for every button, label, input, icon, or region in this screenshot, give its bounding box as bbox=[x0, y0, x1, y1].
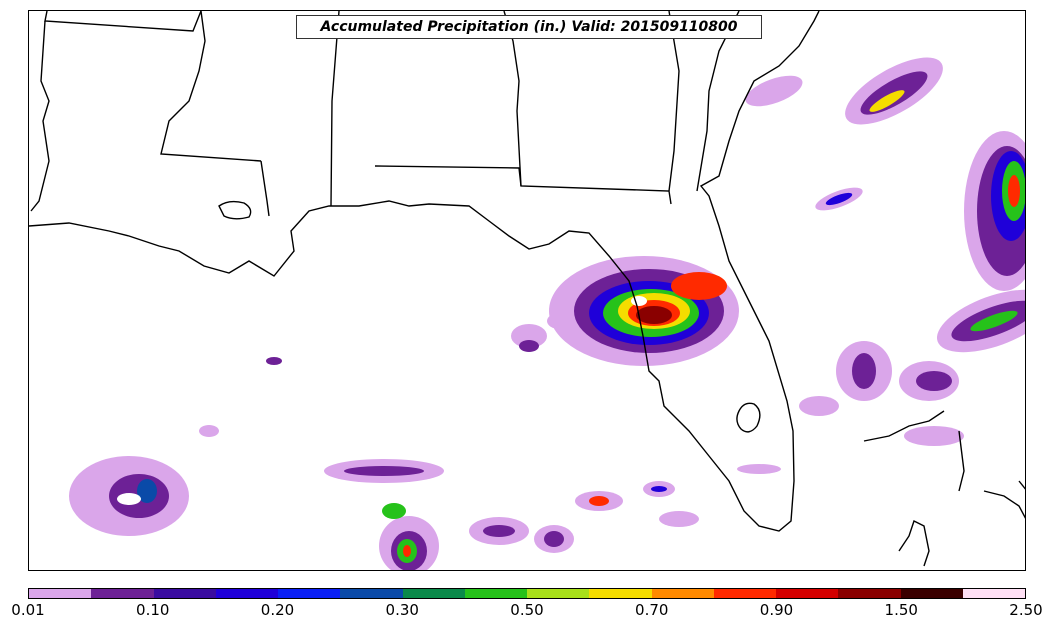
precip-blob bbox=[631, 296, 647, 306]
colorbar-tick-label: 0.30 bbox=[385, 601, 419, 619]
precip-blob bbox=[137, 479, 157, 503]
coastline bbox=[958, 430, 965, 492]
colorbar-segment bbox=[340, 589, 403, 598]
precip-blob bbox=[916, 371, 952, 391]
precip-blob bbox=[869, 90, 905, 112]
precip-blob bbox=[651, 486, 667, 492]
colorbar-tick-label: 0.10 bbox=[136, 601, 170, 619]
colorbar-segment bbox=[402, 589, 465, 598]
coastline bbox=[1018, 480, 1025, 490]
colorbar-segment bbox=[962, 589, 1025, 598]
colorbar-tick-label: 1.50 bbox=[884, 601, 918, 619]
state-border bbox=[374, 165, 672, 205]
precip-blob bbox=[589, 496, 609, 506]
precip-blob bbox=[344, 466, 424, 476]
precip-blob bbox=[483, 525, 515, 537]
colorbar-segment bbox=[838, 589, 901, 598]
colorbar-segment bbox=[464, 589, 527, 598]
precip-blob bbox=[659, 511, 699, 527]
precip-blob bbox=[799, 396, 839, 416]
colorbar bbox=[28, 588, 1026, 599]
state-border bbox=[260, 160, 270, 217]
precip-blob bbox=[266, 357, 282, 365]
state-border bbox=[44, 11, 202, 32]
colorbar-segment bbox=[153, 589, 216, 598]
colorbar-segment bbox=[651, 589, 714, 598]
colorbar-tick-label: 2.50 bbox=[1009, 601, 1043, 619]
precip-blob bbox=[547, 313, 571, 329]
colorbar-tick-label: 0.01 bbox=[11, 601, 45, 619]
precip-blob bbox=[199, 425, 219, 437]
map-frame bbox=[28, 10, 1026, 571]
precip-blob bbox=[852, 353, 876, 389]
state-border bbox=[160, 11, 262, 162]
precip-blob bbox=[544, 531, 564, 547]
precip-blob bbox=[671, 272, 727, 300]
coastline bbox=[863, 410, 945, 442]
lake bbox=[736, 402, 761, 433]
precip-blob bbox=[737, 464, 781, 474]
colorbar-segment bbox=[29, 589, 92, 598]
precip-blob bbox=[970, 310, 1018, 332]
precip-blob bbox=[904, 426, 964, 446]
precip-blob bbox=[636, 306, 672, 324]
colorbar-segment bbox=[713, 589, 776, 598]
colorbar-segment bbox=[589, 589, 652, 598]
colorbar-segment bbox=[527, 589, 590, 598]
colorbar-segment bbox=[91, 589, 154, 598]
colorbar-tick-label: 0.70 bbox=[635, 601, 669, 619]
colorbar-tick-label: 0.50 bbox=[510, 601, 544, 619]
colorbar-segment bbox=[278, 589, 341, 598]
precip-blob bbox=[825, 192, 853, 206]
map-title: Accumulated Precipitation (in.) Valid: 2… bbox=[296, 15, 762, 39]
precip-blob bbox=[511, 324, 547, 348]
state-border bbox=[668, 11, 680, 192]
precipitation-map bbox=[29, 11, 1025, 570]
coastline bbox=[983, 490, 1025, 519]
precip-blob bbox=[403, 545, 411, 557]
precip-layer bbox=[69, 57, 1025, 570]
coastline bbox=[29, 11, 820, 532]
precip-blob bbox=[1008, 175, 1020, 207]
colorbar-segment bbox=[215, 589, 278, 598]
colorbar-tick-label: 0.90 bbox=[759, 601, 794, 619]
precip-blob bbox=[519, 340, 539, 352]
state-border bbox=[30, 20, 50, 212]
precip-blob bbox=[745, 75, 803, 107]
colorbar-segment bbox=[900, 589, 963, 598]
colorbar-segment bbox=[776, 589, 839, 598]
colorbar-tick-label: 0.20 bbox=[260, 601, 295, 619]
coastline bbox=[898, 520, 930, 567]
precip-blob bbox=[382, 503, 406, 519]
lake bbox=[218, 200, 252, 220]
precip-blob bbox=[117, 493, 141, 505]
state-border bbox=[330, 11, 340, 207]
